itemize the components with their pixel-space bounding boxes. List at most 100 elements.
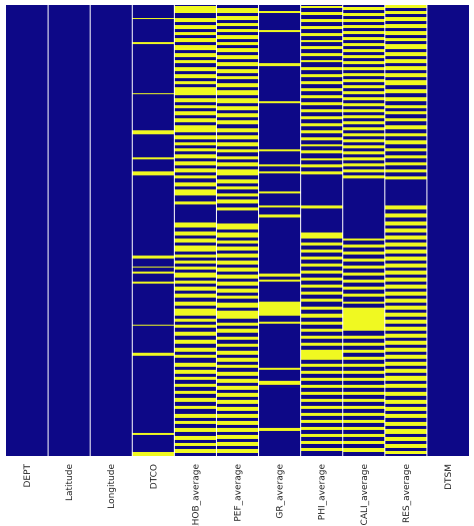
missing-band — [132, 171, 175, 176]
missing-band — [342, 145, 385, 149]
missing-band — [384, 66, 427, 71]
missing-band — [384, 80, 427, 86]
missing-band — [342, 127, 385, 131]
missing-band — [174, 67, 217, 72]
missing-band — [216, 135, 259, 140]
missing-band — [384, 155, 427, 159]
missing-band — [384, 291, 427, 296]
missing-band — [342, 258, 385, 262]
missing-band — [216, 310, 259, 319]
missing-band — [300, 249, 343, 253]
missing-band — [174, 231, 217, 236]
missing-band — [300, 164, 343, 168]
missing-band — [174, 376, 217, 380]
missing-band — [132, 352, 175, 356]
missing-band — [216, 232, 259, 238]
missing-band — [258, 101, 301, 104]
missing-band — [384, 105, 427, 109]
missing-band — [384, 368, 427, 373]
missing-band — [342, 293, 385, 297]
missing-band — [174, 6, 217, 14]
missing-band — [174, 324, 217, 328]
missing-band — [300, 342, 343, 346]
missing-band — [342, 272, 385, 276]
missing-band — [216, 288, 259, 293]
missing-band — [216, 16, 259, 21]
missing-band — [300, 158, 343, 161]
missing-band — [174, 87, 217, 96]
missing-band — [216, 162, 259, 167]
missing-band — [258, 427, 301, 431]
missing-band — [174, 18, 217, 23]
missing-band — [342, 151, 385, 155]
missing-band — [132, 324, 175, 326]
missing-band — [174, 383, 217, 387]
missing-band — [132, 93, 175, 95]
missing-band — [174, 413, 217, 418]
missing-band — [174, 238, 217, 243]
missing-band — [300, 277, 343, 281]
missing-band — [258, 214, 301, 218]
missing-band — [300, 363, 343, 367]
missing-band — [384, 133, 427, 137]
missing-band — [300, 426, 343, 430]
missing-band — [384, 162, 427, 166]
missing-band — [300, 95, 343, 99]
missing-band — [174, 168, 217, 173]
missing-band — [258, 321, 301, 324]
missing-band — [384, 221, 427, 226]
missing-band — [174, 272, 217, 278]
missing-band — [300, 33, 343, 37]
missing-band — [384, 450, 427, 454]
missing-band — [300, 81, 343, 85]
missing-band — [174, 111, 217, 116]
missing-band — [342, 73, 385, 77]
missing-band — [216, 106, 259, 111]
missing-band — [216, 357, 259, 362]
missing-band — [384, 11, 427, 15]
missing-band — [300, 130, 343, 134]
missing-band — [174, 369, 217, 374]
missing-band — [384, 326, 427, 331]
missing-band — [384, 24, 427, 29]
missing-band — [216, 378, 259, 383]
missing-band — [300, 60, 343, 63]
missing-band — [216, 48, 259, 53]
missing-band — [342, 349, 385, 353]
missing-band — [342, 13, 385, 17]
missing-band — [174, 142, 217, 146]
missing-band — [384, 375, 427, 381]
missing-band — [342, 37, 385, 41]
missing-band — [300, 284, 343, 288]
missing-band — [384, 140, 427, 145]
missing-band — [300, 88, 343, 92]
missing-band — [384, 270, 427, 275]
missing-band — [216, 441, 259, 446]
missing-band — [300, 391, 343, 395]
missing-band — [384, 277, 427, 282]
x-tick-label: DEPT — [23, 464, 33, 488]
missing-band — [174, 331, 217, 336]
column-cali-average — [342, 5, 385, 456]
missing-band — [300, 109, 343, 113]
missing-band — [342, 139, 385, 143]
missing-band — [300, 412, 343, 416]
missing-band — [174, 260, 217, 264]
missing-band — [300, 123, 343, 127]
missing-band — [384, 406, 427, 411]
missing-band — [384, 213, 427, 218]
missing-band — [384, 413, 427, 418]
missing-band — [384, 5, 427, 9]
column-dtsm — [426, 5, 469, 456]
missing-band — [258, 30, 301, 33]
missing-band — [258, 191, 301, 194]
missing-band — [342, 49, 385, 53]
missing-band — [342, 265, 385, 269]
missing-band — [174, 397, 217, 402]
missing-band — [174, 339, 217, 344]
missing-band — [300, 116, 343, 120]
missing-band — [300, 205, 343, 209]
missing-band — [174, 420, 217, 424]
x-tick-label: PEF_average — [234, 464, 244, 522]
missing-band — [132, 130, 175, 135]
